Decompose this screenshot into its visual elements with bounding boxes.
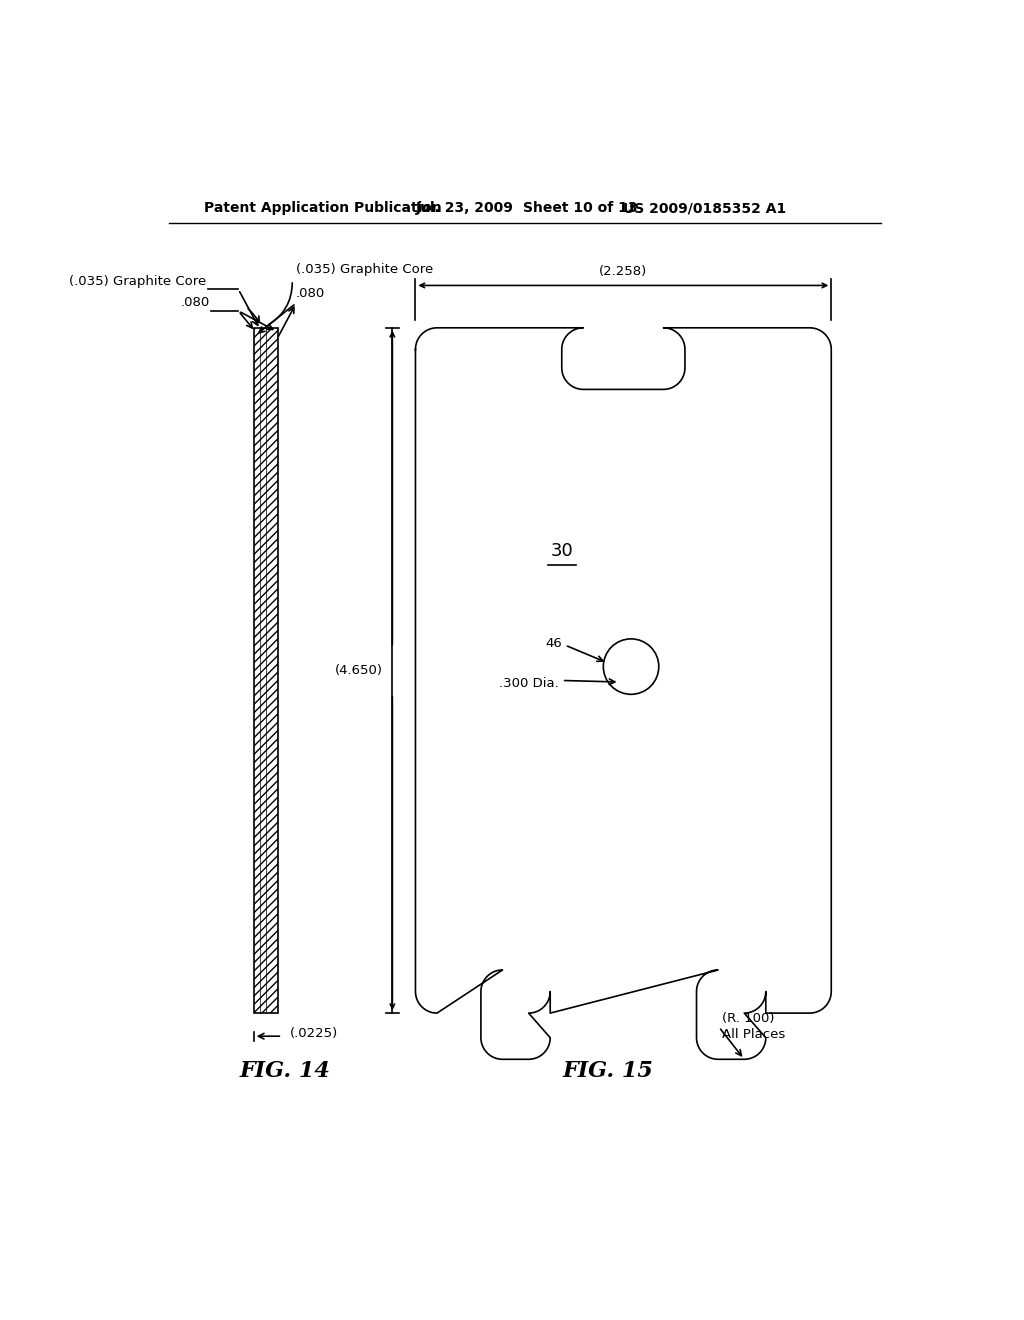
Text: FIG. 14: FIG. 14	[240, 1060, 330, 1082]
Text: .080: .080	[296, 286, 326, 300]
Text: 46: 46	[545, 638, 562, 649]
Text: (.035) Graphite Core: (.035) Graphite Core	[296, 263, 433, 276]
Text: (.035) Graphite Core: (.035) Graphite Core	[69, 275, 206, 288]
Text: US 2009/0185352 A1: US 2009/0185352 A1	[624, 202, 786, 215]
Bar	[254, 327, 279, 1014]
Text: (4.650): (4.650)	[335, 664, 383, 677]
Text: (2.258): (2.258)	[599, 265, 647, 277]
Text: (.0225): (.0225)	[290, 1027, 338, 1040]
Text: 30: 30	[550, 543, 573, 560]
Text: Jul. 23, 2009: Jul. 23, 2009	[416, 202, 513, 215]
Text: Sheet 10 of 13: Sheet 10 of 13	[523, 202, 638, 215]
Text: (R. 100): (R. 100)	[722, 1012, 774, 1026]
Text: .300 Dia.: .300 Dia.	[499, 677, 559, 690]
Text: Patent Application Publication: Patent Application Publication	[204, 202, 441, 215]
Text: All Places: All Places	[722, 1028, 785, 1040]
Text: .080: .080	[180, 296, 210, 309]
Text: FIG. 15: FIG. 15	[562, 1060, 653, 1082]
